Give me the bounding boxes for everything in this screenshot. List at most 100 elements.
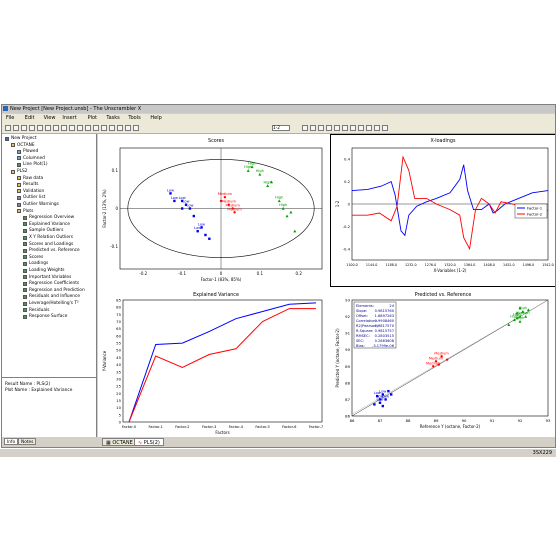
pred-point-medium (432, 365, 435, 368)
menu-tasks[interactable]: Tasks (106, 115, 120, 121)
tree-item[interactable]: Validation (23, 188, 45, 194)
scatter-button[interactable] (125, 125, 131, 131)
y-tick-label: 87 (345, 397, 350, 402)
title-bar: New Project [New Project.unsb] - The Uns… (2, 105, 555, 113)
import-button[interactable] (69, 125, 75, 131)
tree-item[interactable]: Residuals and Influence (29, 294, 80, 300)
point-label-high: High (275, 195, 283, 199)
save-button[interactable] (21, 125, 27, 131)
y-tick-label: 55 (116, 341, 121, 346)
tree-item[interactable]: OCTANE (17, 142, 35, 148)
tree-item[interactable]: New Project (11, 136, 37, 141)
folder-icon (11, 143, 15, 148)
y-tick-label: 90 (345, 347, 350, 352)
plot-icon (17, 162, 21, 167)
tree-item[interactable]: Columned (23, 155, 45, 161)
redo-button[interactable] (61, 125, 67, 131)
score-point-high (289, 210, 293, 214)
tree-item[interactable]: Scores (29, 254, 44, 260)
legend-button[interactable] (326, 125, 332, 131)
zoom-out-button[interactable] (101, 125, 107, 131)
grid-button[interactable] (334, 125, 340, 131)
sample-button[interactable] (302, 125, 308, 131)
mark-button[interactable] (318, 125, 324, 131)
score-point-high (285, 214, 289, 218)
export-button[interactable] (77, 125, 83, 131)
stat-label: Offset: (356, 314, 368, 318)
tree-item[interactable]: Explained Variance (29, 221, 71, 227)
x-tick-label: 86 (350, 418, 355, 423)
plot-icon (23, 268, 27, 273)
x-tick-label: 1320.0 (444, 263, 456, 267)
menu-plot[interactable]: Plot (87, 115, 98, 121)
tab-notes[interactable]: Notes (18, 438, 37, 445)
stat-label: Bias: (356, 344, 365, 348)
plot-icon (23, 242, 27, 247)
tree-item[interactable]: Line Plot(1) (23, 162, 48, 168)
chart-button[interactable] (117, 125, 123, 131)
tab-pls2[interactable]: ∿ PLS(2) (134, 438, 164, 446)
scores-panel[interactable]: Scores -0.2 -0.1 0 0.1 0.2 0.1 0 -0.1 Factor-1 (8… (98, 134, 329, 287)
window-button[interactable] (382, 125, 388, 131)
tree-item[interactable]: Important Variables (29, 274, 72, 280)
x-tick-label: Factor-0 (122, 425, 137, 429)
paste-button[interactable] (45, 125, 51, 131)
point-label-high: High (513, 313, 521, 317)
tree-item[interactable]: Leverage/Hotelling's T² (29, 301, 79, 306)
point-label-medium: Medium (434, 351, 449, 355)
undo-button[interactable] (53, 125, 59, 131)
x-tick-label: 1364.0 (464, 263, 476, 267)
tree-item[interactable]: Loading Weights (29, 268, 65, 273)
x-tick-label: 1276.0 (425, 263, 437, 267)
tree-item[interactable]: Loadings (29, 261, 49, 267)
plot-icon (23, 275, 27, 280)
tree-item[interactable]: Regression Coefficients (29, 281, 80, 287)
tree-item[interactable]: Plots (23, 208, 34, 214)
y-tick-label: 0 (348, 202, 351, 207)
factor-combo[interactable]: 1-2 (272, 125, 290, 131)
tree-item[interactable]: PLS2 (17, 169, 28, 174)
predicted-vs-reference-panel[interactable]: Predicted vs. Reference 86 87 88 89 90 91 92 93 9… (330, 288, 555, 437)
y-tick-label: 75 (116, 312, 121, 317)
cut-button[interactable] (29, 125, 35, 131)
menu-help[interactable]: Help (150, 115, 162, 121)
tree-item[interactable]: Scores and Loadings (29, 241, 74, 247)
menu-edit[interactable]: Edit (24, 115, 35, 121)
zoom-in-button[interactable] (93, 125, 99, 131)
tree-item[interactable]: X Y Relation Outliers (29, 235, 73, 240)
tree-item[interactable]: Predicted vs. Reference (29, 248, 80, 254)
line-button[interactable] (133, 125, 139, 131)
tree-item[interactable]: Regression Overview (29, 215, 75, 221)
tree-item[interactable]: Results (23, 182, 39, 188)
open-button[interactable] (13, 125, 19, 131)
tree-item[interactable]: Plowed (23, 149, 39, 155)
menu-insert[interactable]: Insert (62, 115, 77, 121)
tree-item[interactable]: Regression and Prediction (29, 287, 85, 293)
export-plot-button[interactable] (342, 125, 348, 131)
menu-file[interactable]: File (6, 115, 15, 121)
properties-button[interactable] (374, 125, 380, 131)
tab-octane[interactable]: ▦ OCTANE (102, 438, 137, 446)
copy-button[interactable] (37, 125, 43, 131)
explained-variance-panel[interactable]: Explained Variance 85 80 75 70 65 60 55 50 45 40 35… (98, 288, 329, 437)
project-navigator: New Project OCTANE Plowed Columned Line Plot… (2, 134, 97, 437)
menu-view[interactable]: View (43, 115, 56, 121)
menu-tools[interactable]: Tools (128, 115, 141, 121)
new-button[interactable] (5, 125, 11, 131)
tree-item[interactable]: Response Surface (29, 314, 68, 320)
tree-item[interactable]: Outlier Warnings (23, 202, 59, 207)
table-button[interactable] (109, 125, 115, 131)
point-label-high: High (279, 203, 287, 207)
tree-item[interactable]: Sample Outliers (29, 228, 64, 234)
stats-button[interactable] (358, 125, 364, 131)
tree-item[interactable]: Residuals (29, 307, 50, 313)
help-button[interactable] (350, 125, 356, 131)
table-view-button[interactable] (366, 125, 372, 131)
pointer-button[interactable] (85, 125, 91, 131)
tree-item[interactable]: Outlier list (23, 195, 46, 201)
xloadings-panel[interactable]: X-loadings 0.4 0.2 0 -0.2 -0.4 1100.0 1144.0 118… (330, 134, 555, 287)
variable-button[interactable] (310, 125, 316, 131)
tree-item[interactable]: Raw data (23, 175, 44, 181)
chart-title: Predicted vs. Reference (415, 292, 472, 298)
tab-info[interactable]: Info (4, 438, 19, 445)
